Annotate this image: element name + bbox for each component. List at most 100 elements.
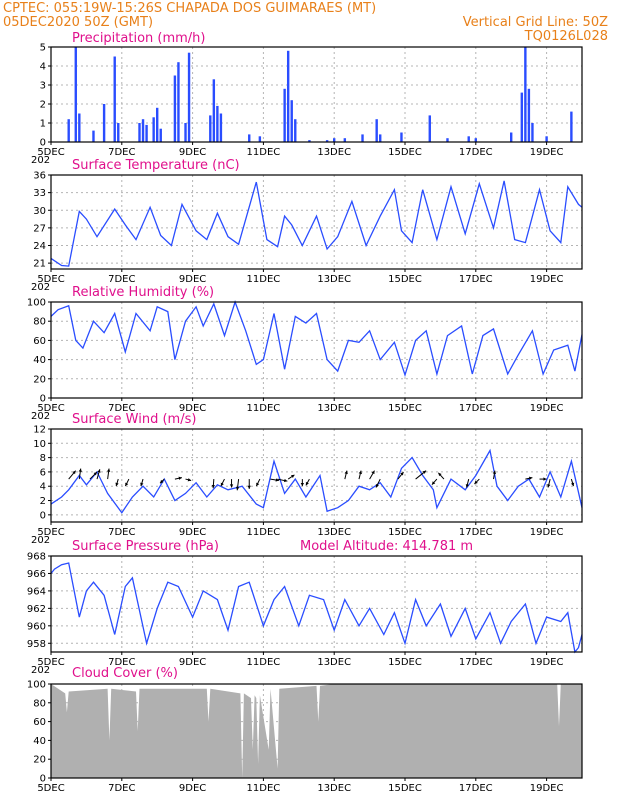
precipitation-bar [286,50,290,142]
wind-arrow-head [229,484,234,488]
precipitation-bar [510,132,513,142]
wind-arrow-head [140,482,144,487]
precipitation-bar [531,123,534,142]
pressure-panel: 958 960 962 964 966 968 5DEC 7DEC 9DEC 11DEC 13DEC… [27,539,583,676]
pressure-series-line [50,562,583,654]
precipitation-bar [290,100,293,142]
precipitation-bar [343,138,347,142]
precipitation-xtick-label: 7DEC [108,147,135,158]
wind-arrow-head [178,476,182,480]
temperature-ytick-label: 30 [33,206,46,217]
temperature-year-fragment: 202 [31,282,50,293]
pressure-year-fragment: 202 [31,665,50,676]
wind-arrow-head [431,481,436,485]
wind-arrow-head [220,482,224,487]
cloud-cover-ytick-label: 20 [33,755,46,766]
precipitation-bar [520,92,524,142]
cloud-cover-ytick-label: 0 [40,774,46,785]
humidity-year-fragment: 202 [31,411,50,422]
wind-xtick-label: 5DEC [37,527,64,538]
header-run-date: 05DEC2020 50Z (GMT) [3,15,153,30]
cloud-cover-xtick-label: 15DEC [388,783,422,794]
precipitation-bar [156,107,159,142]
wind-xtick-label: 17DEC [459,527,493,538]
temperature-xtick-label: 19DEC [530,274,564,285]
precipitation-bar [467,136,470,142]
wind-ytick-label: 0 [40,510,46,521]
precipitation-bar [102,104,106,142]
wind-ytick-label: 6 [40,467,46,478]
precipitation-bar [209,115,212,142]
precipitation-panel: 0 1 2 3 4 5 5DEC 7DEC 9DEC 11DEC 13DEC 15DEC 17DEC 19… [31,31,583,166]
wind-xtick-label: 11DEC [247,527,281,538]
precipitation-bar [375,119,378,142]
temperature-panel: 21 24 27 30 33 36 5DEC 7DEC 9DEC 11DEC 13DEC 15DEC 1… [31,158,583,293]
precipitation-bar [283,88,286,142]
header-grid-note: Vertical Grid Line: 50Z [463,15,608,30]
cloud-cover-ytick-label: 80 [33,698,46,709]
precipitation-title: Precipitation (mm/h) [72,31,205,46]
wind-arrow-head [438,472,442,477]
wind-ytick-label: 8 [40,453,46,464]
precipitation-bar [145,124,148,142]
wind-xtick-label: 9DEC [179,527,206,538]
wind-xtick-label: 7DEC [108,527,135,538]
precipitation-bar [258,136,262,142]
header-station: CPTEC: 055:19W-15:26S CHAPADA DOS GUIMAR… [3,1,376,16]
wind-arrow-head [211,484,216,489]
wind-arrow-head [492,470,497,474]
precipitation-bar [187,52,191,143]
precipitation-bar [92,130,95,142]
wind-ytick-label: 2 [40,496,46,507]
pressure-xtick-label: 11DEC [247,657,281,668]
precipitation-xtick-label: 15DEC [388,147,422,158]
wind-arrow-head [125,482,129,487]
cloud-cover-ytick-label: 40 [33,736,46,747]
wind-arrow-head [115,482,119,487]
precipitation-bar [74,47,77,142]
humidity-xtick-label: 7DEC [108,403,135,414]
precipitation-bar [325,140,329,142]
temperature-frame [50,174,583,270]
humidity-xtick-label: 19DEC [530,403,564,414]
cloud-cover-xtick-label: 17DEC [459,783,493,794]
precipitation-bar [177,62,180,143]
humidity-ytick-label: 0 [40,394,46,405]
temperature-series-line [50,180,583,267]
humidity-ytick-label: 60 [33,336,46,347]
precipitation-bar [159,128,162,142]
precipitation-ytick-label: 5 [40,43,46,54]
precipitation-bar [333,138,336,142]
precipitation-frame [50,46,583,143]
cloud-cover-xtick-label: 13DEC [317,783,351,794]
pressure-xtick-label: 17DEC [459,657,493,668]
wind-arrow-head [187,478,192,482]
precipitation-bar [117,123,120,142]
pressure-ytick-label: 960 [27,621,46,632]
precipitation-bar [545,136,548,142]
humidity-xtick-label: 17DEC [459,403,493,414]
pressure-ytick-label: 958 [27,639,46,650]
temperature-title: Surface Temperature (nC) [72,158,240,173]
wind-frame [50,428,583,523]
precipitation-xtick-label: 19DEC [530,147,564,158]
pressure-ytick-label: 962 [27,604,46,615]
wind-arrow-head [543,477,547,481]
wind-arrow-head [375,483,379,488]
wind-arrow-head [300,483,305,487]
cloud-cover-xtick-label: 5DEC [37,783,64,794]
cloud-cover-xtick-label: 19DEC [530,783,564,794]
wind-arrow-head [570,482,575,487]
temperature-ytick-label: 33 [33,188,46,199]
pressure-xtick-label: 7DEC [108,657,135,668]
temperature-xtick-label: 13DEC [317,274,351,285]
precipitation-bar [67,119,70,142]
precipitation-ytick-label: 4 [40,62,46,73]
wind-xtick-label: 19DEC [530,527,564,538]
wind-arrow-head [256,482,260,487]
precipitation-bar [361,134,364,142]
precipitation-bar [446,138,449,142]
precipitation-ytick-label: 2 [40,100,46,111]
precipitation-bar [524,47,527,142]
